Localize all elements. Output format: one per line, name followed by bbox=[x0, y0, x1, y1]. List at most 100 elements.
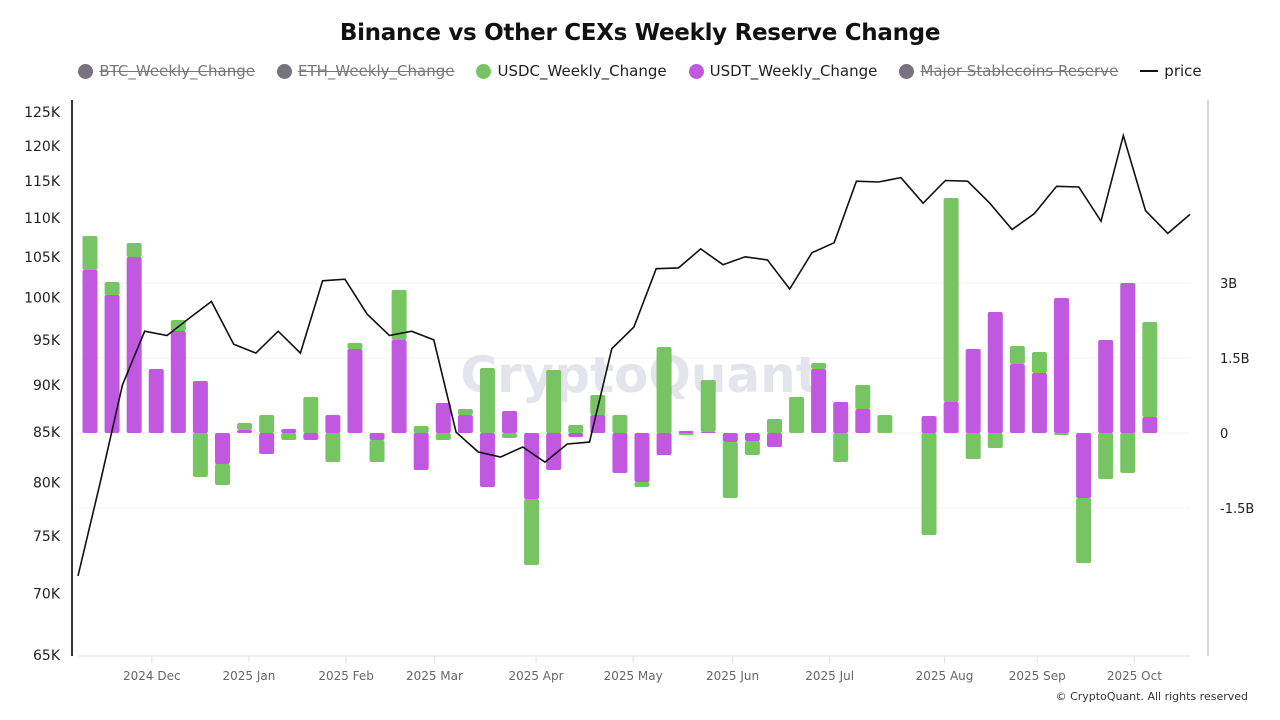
usdt-bar[interactable] bbox=[1142, 417, 1158, 433]
usdc-bar[interactable] bbox=[104, 282, 120, 295]
usdt-bar[interactable] bbox=[700, 432, 716, 433]
usdc-bar[interactable] bbox=[281, 433, 297, 440]
legend-item-usdc-weekly-change[interactable]: USDC_Weekly_Change bbox=[476, 62, 667, 80]
usdt-bar[interactable] bbox=[833, 402, 849, 433]
usdc-bar[interactable] bbox=[1142, 322, 1158, 417]
usdc-bar[interactable] bbox=[1076, 498, 1092, 563]
usdc-bar[interactable] bbox=[612, 415, 628, 433]
usdc-bar[interactable] bbox=[568, 425, 584, 433]
usdt-bar[interactable] bbox=[192, 381, 208, 433]
usdt-bar[interactable] bbox=[281, 429, 297, 433]
usdc-bar[interactable] bbox=[855, 385, 871, 409]
price-line bbox=[77, 132, 1191, 577]
usdt-bar[interactable] bbox=[811, 369, 827, 433]
legend-item-eth-weekly-change[interactable]: ETH_Weekly_Change bbox=[276, 62, 454, 80]
usdc-bar[interactable] bbox=[259, 415, 275, 433]
usdc-bar[interactable] bbox=[192, 433, 208, 477]
usdt-bar[interactable] bbox=[457, 415, 473, 433]
usdc-bar[interactable] bbox=[457, 409, 473, 415]
usdc-bar[interactable] bbox=[1054, 433, 1070, 435]
usdt-bar[interactable] bbox=[259, 433, 275, 454]
usdt-bar[interactable] bbox=[82, 270, 98, 433]
usdt-bar[interactable] bbox=[435, 403, 451, 433]
usdt-bar[interactable] bbox=[722, 433, 738, 442]
usdt-bar[interactable] bbox=[1054, 298, 1070, 433]
usdt-bar[interactable] bbox=[524, 433, 540, 499]
usdt-bar[interactable] bbox=[148, 369, 164, 433]
usdt-bar[interactable] bbox=[369, 433, 385, 440]
usdc-bar[interactable] bbox=[811, 363, 827, 369]
usdt-bar[interactable] bbox=[965, 349, 981, 433]
usdt-bar[interactable] bbox=[1098, 340, 1114, 433]
usdt-bar[interactable] bbox=[347, 349, 363, 433]
usdt-bar[interactable] bbox=[1009, 364, 1025, 433]
usdt-bar[interactable] bbox=[325, 415, 341, 433]
usdt-bar[interactable] bbox=[413, 433, 429, 470]
x-axis-tick-label: 2025 Feb bbox=[318, 669, 374, 683]
usdc-bar[interactable] bbox=[766, 419, 782, 433]
legend-item-btc-weekly-change[interactable]: BTC_Weekly_Change bbox=[78, 62, 255, 80]
usdt-bar[interactable] bbox=[479, 433, 495, 487]
usdc-bar[interactable] bbox=[214, 464, 230, 485]
usdt-bar[interactable] bbox=[766, 433, 782, 447]
usdt-bar[interactable] bbox=[214, 433, 230, 464]
left-axis-tick-label: 110K bbox=[24, 211, 61, 227]
usdc-bar[interactable] bbox=[502, 433, 518, 438]
usdt-bar[interactable] bbox=[1031, 373, 1047, 433]
usdt-bar[interactable] bbox=[502, 411, 518, 433]
usdc-bar[interactable] bbox=[479, 368, 495, 433]
usdc-bar[interactable] bbox=[722, 442, 738, 498]
usdc-bar[interactable] bbox=[1120, 433, 1136, 473]
legend-item-major-stablecoins-reserve[interactable]: Major Stablecoins Reserve bbox=[899, 62, 1118, 80]
usdc-bar[interactable] bbox=[987, 433, 1003, 448]
legend-item-price[interactable]: price bbox=[1140, 62, 1202, 80]
usdc-bar[interactable] bbox=[170, 320, 186, 331]
usdt-bar[interactable] bbox=[656, 433, 672, 455]
usdc-bar[interactable] bbox=[833, 433, 849, 462]
usdt-bar[interactable] bbox=[987, 312, 1003, 433]
usdt-bar[interactable] bbox=[612, 433, 628, 473]
usdc-bar[interactable] bbox=[921, 433, 937, 535]
usdt-bar[interactable] bbox=[855, 409, 871, 433]
usdc-bar[interactable] bbox=[303, 397, 319, 433]
legend-item-usdt-weekly-change[interactable]: USDT_Weekly_Change bbox=[688, 62, 877, 80]
usdt-bar[interactable] bbox=[568, 433, 584, 437]
usdc-bar[interactable] bbox=[943, 198, 959, 402]
usdt-bar[interactable] bbox=[1120, 283, 1136, 433]
usdc-bar[interactable] bbox=[369, 440, 385, 462]
usdt-bar[interactable] bbox=[303, 433, 319, 440]
usdc-bar[interactable] bbox=[435, 433, 451, 440]
usdt-bar[interactable] bbox=[744, 433, 760, 441]
usdt-bar[interactable] bbox=[634, 433, 650, 482]
usdc-bar[interactable] bbox=[126, 243, 142, 257]
usdc-bar[interactable] bbox=[744, 441, 760, 455]
usdt-bar[interactable] bbox=[104, 295, 120, 433]
usdt-bar[interactable] bbox=[1076, 433, 1092, 498]
usdc-bar[interactable] bbox=[700, 380, 716, 432]
usdt-bar[interactable] bbox=[126, 257, 142, 433]
usdc-bar[interactable] bbox=[1098, 433, 1114, 479]
usdc-bar[interactable] bbox=[1009, 346, 1025, 364]
usdc-bar[interactable] bbox=[391, 290, 407, 340]
usdc-bar[interactable] bbox=[82, 236, 98, 270]
usdt-bar[interactable] bbox=[391, 340, 407, 433]
usdc-bar[interactable] bbox=[524, 499, 540, 565]
usdc-bar[interactable] bbox=[789, 397, 805, 433]
usdt-bar[interactable] bbox=[921, 416, 937, 433]
usdt-bar[interactable] bbox=[170, 331, 186, 433]
usdc-bar[interactable] bbox=[413, 426, 429, 433]
usdc-bar[interactable] bbox=[678, 433, 694, 435]
usdc-bar[interactable] bbox=[237, 423, 253, 430]
usdc-bar[interactable] bbox=[877, 415, 893, 433]
usdt-bar[interactable] bbox=[943, 402, 959, 433]
usdc-bar[interactable] bbox=[546, 370, 562, 433]
usdt-bar[interactable] bbox=[237, 430, 253, 433]
usdc-bar[interactable] bbox=[965, 433, 981, 459]
usdc-bar[interactable] bbox=[1031, 352, 1047, 373]
usdc-bar[interactable] bbox=[656, 347, 672, 433]
usdc-bar[interactable] bbox=[634, 482, 650, 487]
usdc-bar[interactable] bbox=[325, 433, 341, 462]
usdc-bar[interactable] bbox=[347, 343, 363, 349]
usdt-bar[interactable] bbox=[546, 433, 562, 470]
usdt-bar[interactable] bbox=[678, 431, 694, 433]
